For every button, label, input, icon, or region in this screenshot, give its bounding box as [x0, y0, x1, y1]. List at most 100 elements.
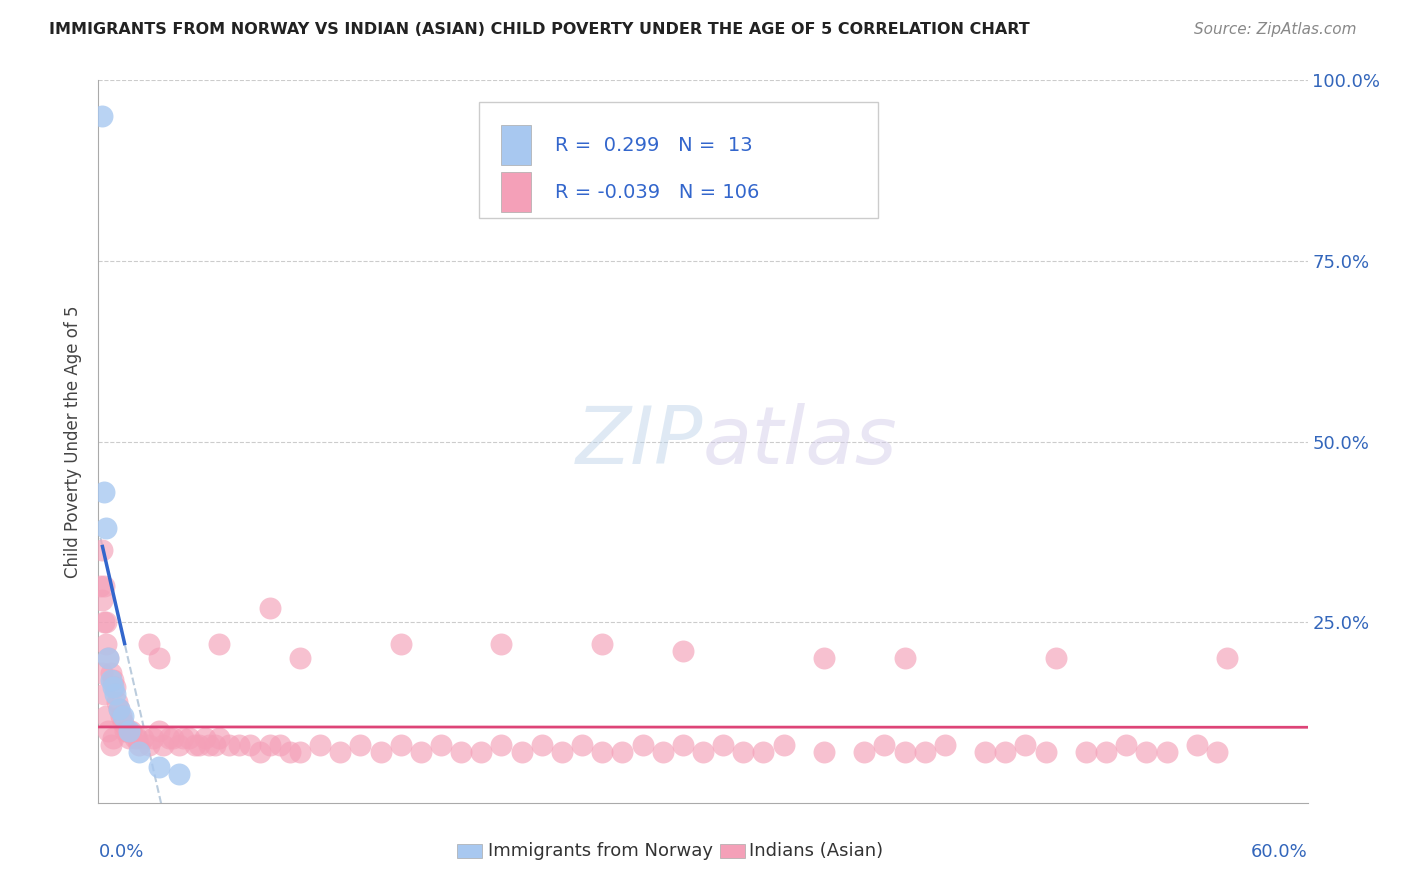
Point	[118, 723, 141, 738]
Point	[194, 731, 217, 745]
Point	[1216, 651, 1239, 665]
Point	[259, 600, 281, 615]
Point	[96, 709, 118, 723]
Point	[100, 665, 122, 680]
Point	[612, 745, 634, 759]
Point	[97, 723, 120, 738]
Point	[1074, 745, 1097, 759]
Point	[813, 651, 835, 665]
Point	[288, 745, 311, 759]
Point	[114, 723, 136, 738]
Text: atlas: atlas	[703, 402, 898, 481]
Point	[132, 731, 155, 745]
Point	[118, 731, 141, 745]
Point	[1014, 738, 1036, 752]
Point	[591, 745, 613, 759]
Point	[278, 745, 301, 759]
Point	[309, 738, 332, 752]
Point	[148, 760, 170, 774]
Text: 0.0%: 0.0%	[98, 843, 143, 861]
Point	[120, 723, 142, 738]
Point	[101, 731, 124, 745]
Point	[1135, 745, 1157, 759]
Point	[1035, 745, 1057, 759]
Point	[510, 745, 533, 759]
Point	[914, 745, 936, 759]
Point	[89, 579, 111, 593]
Point	[551, 745, 574, 759]
Point	[142, 731, 165, 745]
Point	[179, 731, 201, 745]
Point	[733, 745, 755, 759]
Point	[125, 731, 148, 745]
Point	[115, 723, 138, 738]
Point	[672, 738, 695, 752]
Text: ZIP: ZIP	[575, 402, 703, 481]
Point	[228, 738, 250, 752]
Point	[148, 723, 170, 738]
Point	[107, 702, 129, 716]
Point	[97, 651, 120, 665]
Point	[672, 644, 695, 658]
Point	[162, 731, 184, 745]
Point	[329, 745, 352, 759]
Point	[103, 687, 125, 701]
Point	[138, 637, 160, 651]
Point	[1185, 738, 1208, 752]
Point	[128, 745, 150, 759]
Point	[409, 745, 432, 759]
Text: 60.0%: 60.0%	[1251, 843, 1308, 861]
Point	[571, 738, 593, 752]
Point	[1045, 651, 1067, 665]
Point	[1115, 738, 1137, 752]
Point	[204, 738, 226, 752]
Point	[631, 738, 654, 752]
Point	[100, 738, 122, 752]
Point	[450, 745, 472, 759]
Point	[974, 745, 997, 759]
Point	[349, 738, 371, 752]
Point	[239, 738, 262, 752]
Point	[167, 767, 190, 781]
Point	[101, 673, 124, 687]
Point	[934, 738, 956, 752]
Point	[138, 738, 160, 752]
Point	[91, 542, 114, 557]
Point	[249, 745, 271, 759]
Point	[105, 695, 128, 709]
Point	[93, 687, 115, 701]
Point	[103, 680, 125, 694]
Point	[370, 745, 392, 759]
Point	[100, 673, 122, 687]
Point	[218, 738, 240, 752]
Point	[591, 637, 613, 651]
Text: R =  0.299   N =  13: R = 0.299 N = 13	[555, 136, 754, 155]
Point	[813, 745, 835, 759]
Point	[96, 637, 118, 651]
FancyBboxPatch shape	[501, 126, 531, 165]
Point	[772, 738, 794, 752]
Point	[491, 637, 513, 651]
Point	[198, 738, 221, 752]
Point	[152, 738, 174, 752]
Point	[288, 651, 311, 665]
Point	[107, 702, 129, 716]
Point	[259, 738, 281, 752]
Point	[853, 745, 876, 759]
Point	[491, 738, 513, 752]
Point	[530, 738, 553, 752]
Point	[430, 738, 453, 752]
Point	[93, 579, 115, 593]
Point	[128, 738, 150, 752]
Point	[188, 738, 211, 752]
Point	[91, 665, 114, 680]
Text: R = -0.039   N = 106: R = -0.039 N = 106	[555, 183, 759, 202]
Point	[96, 615, 118, 630]
Text: Immigrants from Norway: Immigrants from Norway	[488, 842, 713, 860]
Point	[1156, 745, 1178, 759]
Point	[93, 615, 115, 630]
Point	[184, 738, 207, 752]
Point	[208, 637, 231, 651]
Point	[893, 745, 915, 759]
Point	[651, 745, 673, 759]
